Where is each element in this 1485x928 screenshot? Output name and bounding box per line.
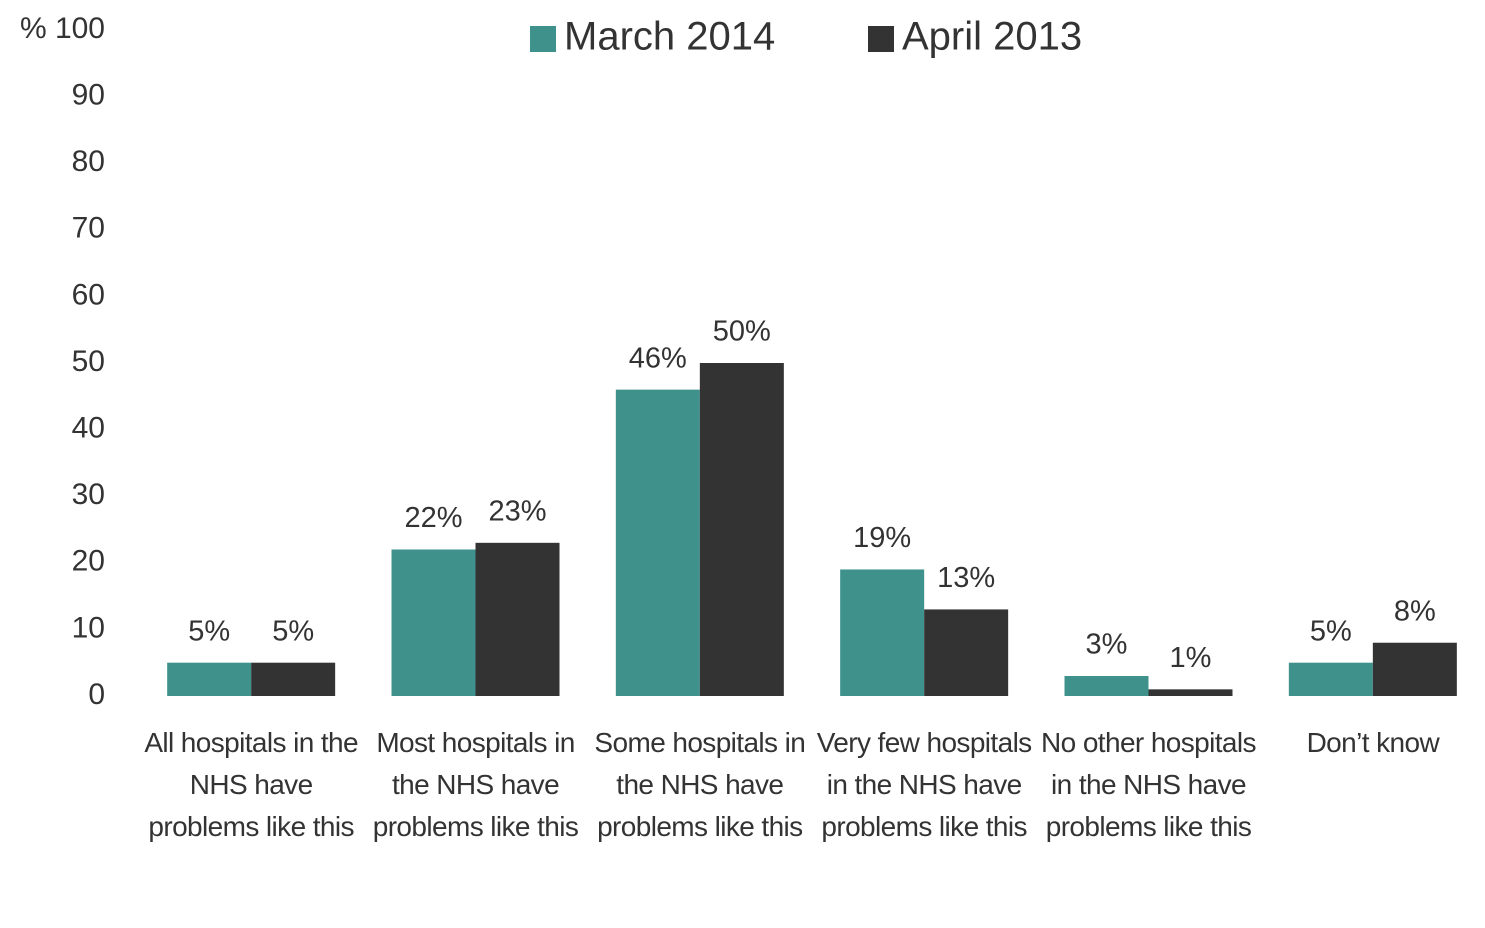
x-tick-label: Most hospitals in the NHS have problems …	[372, 727, 579, 842]
y-tick-label: 20	[72, 545, 105, 578]
data-label: 22%	[404, 502, 462, 534]
legend-label: April 2013	[902, 15, 1082, 59]
data-label: 8%	[1394, 595, 1436, 627]
y-tick-label: 10	[72, 611, 105, 644]
y-tick-label: 60	[72, 278, 105, 311]
bar	[840, 569, 925, 696]
bar	[475, 542, 560, 696]
y-tick-label: 40	[72, 412, 105, 445]
data-label: 50%	[713, 316, 771, 348]
legend-swatch	[868, 26, 894, 52]
bar	[391, 549, 476, 696]
bar	[1064, 676, 1149, 696]
data-label: 3%	[1086, 629, 1128, 661]
bar	[251, 662, 336, 696]
bar	[1288, 662, 1373, 696]
y-tick-label: 80	[72, 145, 105, 178]
y-tick-label: 0	[88, 678, 105, 711]
bar	[924, 609, 1009, 696]
bar	[699, 363, 784, 696]
data-label: 13%	[937, 562, 995, 594]
y-tick-label: 70	[72, 212, 105, 245]
data-label: 23%	[488, 495, 546, 527]
x-tick-label: Very few hospitals in the NHS have probl…	[816, 727, 1032, 842]
y-tick-label: 90	[72, 79, 105, 112]
y-tick-label: 30	[72, 478, 105, 511]
bar	[1148, 689, 1233, 696]
data-label: 1%	[1170, 642, 1212, 674]
y-tick-label: 50	[72, 345, 105, 378]
bar	[615, 389, 700, 696]
data-label: 5%	[1310, 615, 1352, 647]
legend-label: March 2014	[564, 15, 775, 59]
x-tick-label: All hospitals in the NHS have problems l…	[144, 727, 358, 842]
bar	[1372, 642, 1457, 696]
legend-swatch	[530, 26, 556, 52]
bar	[167, 662, 252, 696]
x-tick-label: Don’t know	[1306, 727, 1440, 758]
data-label: 5%	[272, 615, 314, 647]
y-axis-label: %	[20, 12, 47, 45]
x-tick-label: Some hospitals in the NHS have problems …	[594, 727, 806, 842]
x-tick-label: No other hospitals in the NHS have probl…	[1041, 727, 1256, 842]
data-label: 46%	[629, 342, 687, 374]
data-label: 5%	[188, 615, 230, 647]
data-label: 19%	[853, 522, 911, 554]
y-tick-label: 100	[55, 12, 105, 45]
